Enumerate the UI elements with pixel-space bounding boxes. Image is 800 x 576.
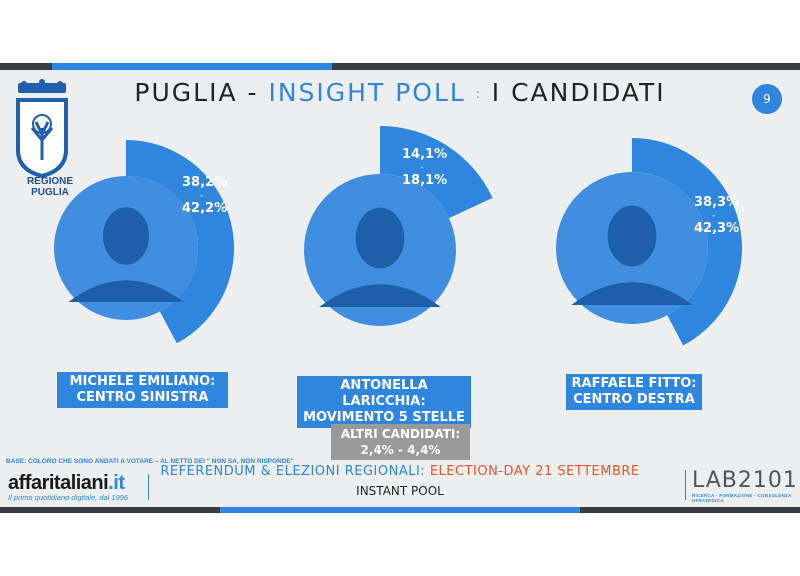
lab-logo: LAB2101: [692, 468, 798, 493]
other-candidates-range: 2,4% - 4,4%: [360, 443, 441, 457]
other-candidates-box: ALTRI CANDIDATI: 2,4% - 4,4%: [331, 424, 470, 460]
candidate-name: MICHELE EMILIANO:: [69, 374, 216, 389]
lab-tagline: RICERCA · FORMAZIONE · CONSULENZA STRATE…: [692, 493, 792, 503]
range-high-label: 42,3%: [694, 221, 739, 236]
share-arc: [380, 126, 493, 219]
silhouette-body: [571, 282, 693, 305]
range-low-label: 38,2%: [182, 175, 227, 190]
share-arc: [632, 138, 742, 346]
candidate-label-fitto: RAFFAELE FITTO: CENTRO DESTRA: [566, 374, 702, 410]
footer-divider-right: [685, 470, 686, 500]
brand-logo: affaritaliani.it: [8, 472, 125, 494]
candidate-coalition: MOVIMENTO 5 STELLE: [303, 410, 465, 425]
candidate-name: RAFFAELE FITTO:: [571, 376, 697, 391]
range-separator: -: [200, 191, 203, 201]
region-logo-text: REGIONE PUGLIA: [26, 176, 74, 198]
region-crest-icon: [16, 79, 68, 179]
range-high-label: 18,1%: [402, 173, 447, 188]
silhouette-body: [68, 280, 184, 302]
page-number-badge: 9: [752, 84, 782, 114]
bottom-accent-bar: [220, 507, 580, 513]
base-note: BASE: COLORO CHE SONO ANDATI A VOTARE – …: [6, 458, 294, 465]
brand-tagline: Il primo quotidiano digitale, dal 1996: [8, 493, 129, 502]
other-candidates-label: ALTRI CANDIDATI:: [340, 427, 461, 441]
candidate-label-laricchia: ANTONELLA LARICCHIA: MOVIMENTO 5 STELLE: [297, 376, 471, 428]
range-separator: -: [420, 163, 423, 173]
footer-divider: [148, 474, 149, 500]
silhouette-head: [607, 205, 657, 267]
range-low-label: 14,1%: [402, 147, 447, 162]
silhouette-head: [355, 207, 405, 269]
range-low-label: 38,3%: [694, 195, 739, 210]
referendum-line: REFERENDUM & ELEZIONI REGIONALI: ELECTIO…: [160, 464, 640, 479]
range-separator: -: [712, 211, 715, 221]
candidate-coalition: CENTRO SINISTRA: [76, 390, 209, 405]
silhouette-head: [102, 207, 150, 265]
candidate-label-emiliano: MICHELE EMILIANO: CENTRO SINISTRA: [57, 372, 228, 408]
share-arc: [126, 140, 234, 344]
candidate-name: ANTONELLA LARICCHIA:: [340, 378, 428, 409]
top-accent-bar: [52, 63, 332, 70]
candidate-coalition: CENTRO DESTRA: [573, 392, 695, 407]
instant-pool-label: INSTANT POOL: [356, 484, 444, 498]
range-high-label: 42,2%: [182, 201, 227, 216]
page-title: PUGLIA - INSIGHT POLL : I CANDIDATI: [134, 78, 666, 107]
silhouette-body: [319, 284, 441, 307]
top-bar: [0, 63, 800, 70]
